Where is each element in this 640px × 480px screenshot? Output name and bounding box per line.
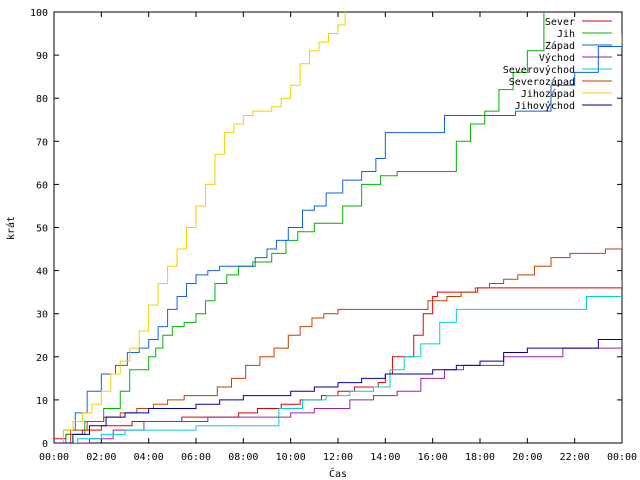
series-line	[54, 347, 622, 443]
x-tick-label: 06:00	[181, 452, 211, 463]
series-line	[54, 335, 622, 443]
series-line	[54, 279, 622, 440]
legend-label: Jihozápad	[521, 88, 575, 100]
x-axis-label: Čas	[329, 467, 347, 480]
y-tick-label: 60	[36, 180, 48, 191]
x-tick-label: 00:00	[607, 452, 637, 463]
series-line	[54, 12, 346, 443]
x-tick-label: 20:00	[512, 452, 542, 463]
legend-label: Severozápad	[509, 76, 575, 88]
x-tick-label: 12:00	[323, 452, 353, 463]
legend-label: Východ	[539, 52, 575, 64]
series-lines	[54, 12, 622, 443]
legend-label: Jih	[557, 29, 575, 40]
x-axis: 00:00 02:00 04:00 06:00 08:00 10:00 12:00 14:00…	[39, 12, 637, 463]
series-line	[54, 295, 622, 443]
y-axis-label: krát	[5, 216, 17, 240]
y-tick-label: 10	[36, 396, 48, 407]
legend-label: Severovýchod	[503, 64, 575, 76]
y-tick-label: 80	[36, 94, 48, 105]
x-tick-label: 18:00	[465, 452, 495, 463]
x-tick-label: 08:00	[228, 452, 258, 463]
y-tick-label: 40	[36, 267, 48, 278]
legend-label: Jihovýchod	[515, 100, 575, 112]
x-tick-label: 02:00	[86, 452, 116, 463]
legend-label: Západ	[545, 40, 575, 52]
y-tick-label: 70	[36, 137, 48, 148]
legend: SeverJihZápadVýchodSeverovýchodSeverozáp…	[503, 17, 612, 112]
y-tick-label: 0	[42, 439, 48, 450]
x-tick-label: 10:00	[276, 452, 306, 463]
y-tick-label: 90	[36, 51, 48, 62]
x-tick-label: 14:00	[370, 452, 400, 463]
x-tick-label: 04:00	[134, 452, 164, 463]
series-line	[54, 12, 545, 443]
legend-label: Sever	[545, 17, 575, 28]
x-tick-label: 00:00	[39, 452, 69, 463]
y-tick-label: 50	[36, 224, 48, 235]
y-tick-label: 30	[36, 310, 48, 321]
series-line	[54, 33, 622, 443]
y-axis: 0 10 20 30 40 50 60 70 80 90 100	[30, 8, 622, 450]
x-tick-label: 16:00	[418, 452, 448, 463]
y-tick-label: 20	[36, 353, 48, 364]
y-tick-label: 100	[30, 8, 48, 19]
x-tick-label: 22:00	[560, 452, 590, 463]
